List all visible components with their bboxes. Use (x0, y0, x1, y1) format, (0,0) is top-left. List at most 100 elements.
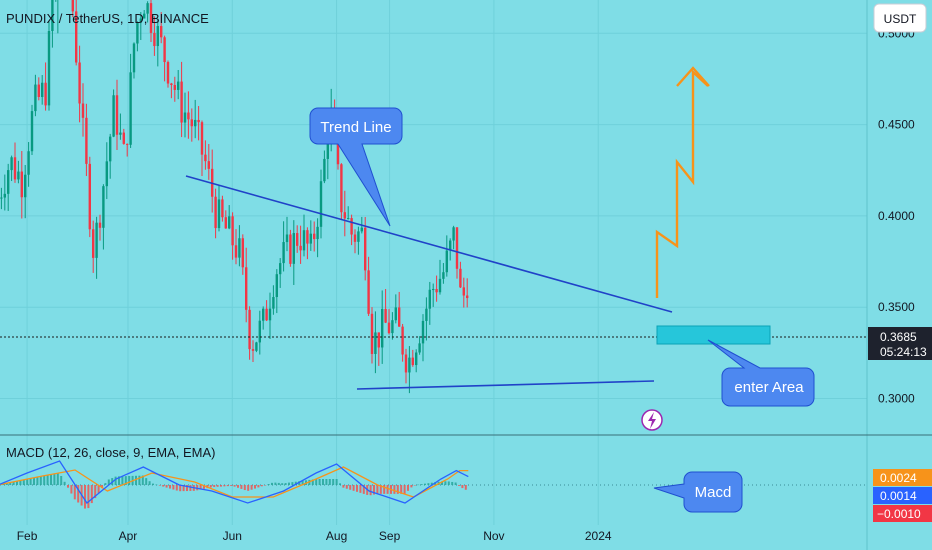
support-line[interactable] (356, 380, 655, 390)
macd-histogram-bar (277, 482, 280, 485)
macd-histogram-bar (298, 481, 301, 485)
macd-histogram-bar (424, 483, 426, 485)
macd-histogram-bar (230, 485, 233, 486)
macd-histogram-bar (345, 485, 348, 489)
candle-body (51, 0, 54, 32)
macd-histogram-bar (288, 482, 290, 485)
enter-area-callout[interactable]: enter Area (707, 339, 815, 407)
macd-histogram-bar (328, 479, 331, 485)
macd-histogram-bar (451, 481, 454, 485)
symbol-title: PUNDIX / TetherUS, 1D, BINANCE (6, 11, 209, 26)
macd-histogram-bar (94, 485, 97, 499)
candle-body (272, 297, 275, 309)
macd-label: Macd (695, 484, 732, 501)
candle-body (442, 272, 445, 279)
macd-histogram-bar (118, 476, 120, 485)
candle-body (343, 212, 346, 219)
candle-body (411, 357, 414, 366)
macd-histogram-bar (158, 485, 161, 486)
candle-body (190, 119, 193, 127)
descending-trend-line[interactable] (185, 175, 673, 313)
macd-histogram-bar (33, 477, 35, 485)
candle-body (27, 151, 30, 175)
macd-histogram-bar (50, 474, 52, 485)
macd-signal-line (0, 466, 469, 498)
macd-histogram-bar (318, 479, 321, 485)
candle-body (204, 154, 207, 162)
macd-histogram-bar (141, 475, 144, 485)
candle-body (245, 267, 248, 310)
macd-histogram-bar (162, 485, 165, 487)
macd-histogram-bar (243, 485, 246, 491)
candle-body (187, 112, 190, 120)
macd-histogram-bar (247, 485, 250, 491)
macd-histogram-bar (189, 485, 192, 491)
macd-histogram-bar (121, 476, 124, 485)
macd-histogram-bar (97, 485, 100, 494)
candle-body (313, 233, 316, 240)
candle-body (105, 161, 108, 187)
macd-histogram-bar (461, 485, 464, 489)
candle-body (231, 216, 234, 246)
macd-histogram-bar (199, 485, 202, 490)
macd-histogram-bar (182, 485, 185, 492)
candle-body (143, 13, 146, 19)
forecast-path[interactable] (655, 69, 709, 298)
macd-title: MACD (12, 26, close, 9, EMA, EMA) (6, 445, 216, 460)
price-tick-label: 0.3500 (878, 300, 915, 314)
macd-histogram-bar (254, 485, 256, 489)
macd-histogram-bar (16, 481, 18, 485)
macd-histogram-bar (53, 474, 56, 485)
time-tick-label: Jun (223, 529, 242, 543)
lightning-icon[interactable] (641, 409, 663, 431)
macd-histogram-bar (369, 485, 372, 496)
enter-area-rectangle[interactable] (656, 325, 771, 345)
candle-body (10, 157, 13, 171)
candle-body (173, 85, 176, 90)
candle-body (255, 342, 258, 351)
candle-body (20, 171, 23, 198)
candle-body (374, 332, 377, 354)
candle-body (238, 238, 241, 258)
macd-histogram-bar (339, 483, 341, 485)
macd-line-value: 0.0014 (880, 489, 917, 503)
macd-histogram-bar (315, 479, 318, 485)
price-tick-label: 0.4000 (878, 209, 915, 223)
macd-histogram-bar (430, 482, 433, 485)
macd-histogram-bar (284, 483, 287, 485)
candle-body (466, 295, 469, 299)
candle-body (326, 141, 329, 159)
macd-histogram-bar (447, 481, 450, 485)
candle-body (391, 320, 394, 334)
candle-body (0, 197, 3, 199)
candle-body (136, 22, 139, 44)
macd-histogram-bar (135, 475, 137, 485)
candle-body (421, 320, 425, 344)
macd-histogram-bar (63, 481, 66, 485)
forecast-arrowhead (676, 66, 710, 87)
macd-histogram-bar (373, 485, 375, 495)
candle-body (449, 240, 452, 251)
macd-histogram-bar (73, 485, 76, 500)
time-axis[interactable]: Feb Apr Jun Aug Sep Nov 2024 (17, 529, 612, 543)
candle-body (112, 95, 115, 137)
candle-body (323, 158, 326, 182)
candle-body (3, 193, 6, 198)
macd-callout[interactable]: Macd (653, 471, 743, 513)
macd-histogram-bar (386, 485, 389, 494)
candle-body (425, 308, 428, 321)
macd-histogram-bar (257, 485, 260, 488)
candle-body (370, 313, 374, 354)
macd-histogram-bar (84, 485, 86, 509)
macd-histogram-bar (413, 485, 416, 486)
candle-body (435, 289, 438, 293)
trend-line-callout[interactable]: Trend Line (309, 107, 403, 227)
candle-body (241, 238, 244, 268)
candle-body (377, 332, 380, 348)
currency-button[interactable]: USDT (873, 3, 927, 33)
candle-body (404, 354, 408, 373)
macd-histogram-bar (281, 483, 284, 485)
candle-body (122, 132, 125, 144)
candle-body (384, 309, 387, 323)
